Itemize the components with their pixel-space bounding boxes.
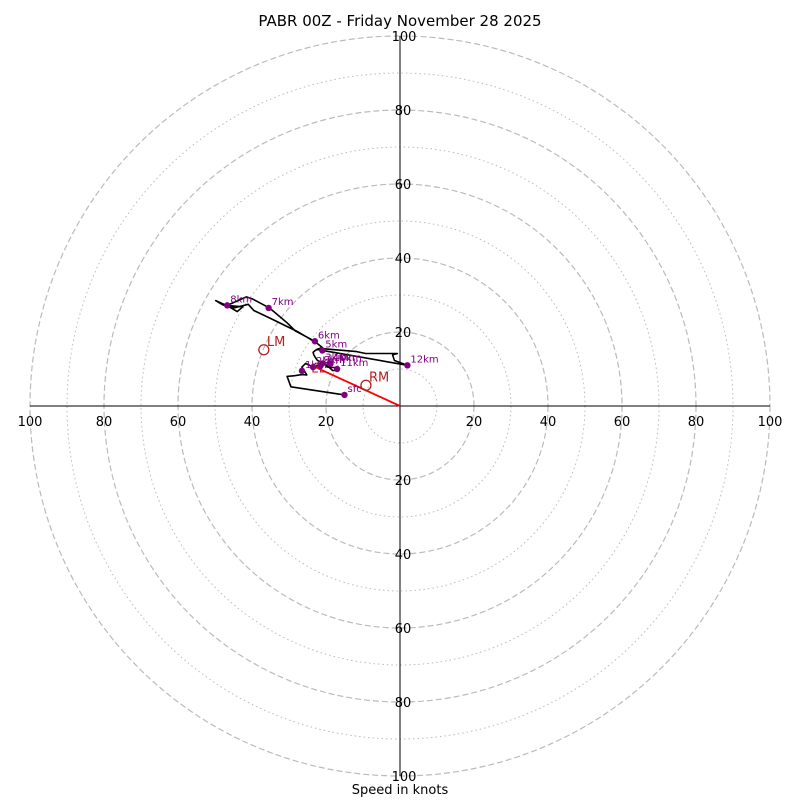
height-label-5km: 5km: [325, 340, 347, 351]
height-marker-5km: [319, 347, 326, 354]
x-tick-label: 80: [688, 415, 705, 430]
y-tick-label: 100: [392, 770, 417, 785]
height-label-sfc: sfc: [348, 384, 362, 395]
shear-vector-layer: [312, 365, 401, 407]
x-tick-label: 20: [466, 415, 483, 430]
height-label-3km: 3km: [325, 352, 347, 363]
height-marker-6km: [311, 338, 319, 345]
height-marker-12km: [404, 362, 411, 369]
y-tick-label: 100: [392, 30, 417, 45]
height-marker-11km: [333, 365, 341, 373]
storm-motion-marker-rm: [360, 379, 372, 391]
height-label-8km: 8km: [230, 294, 252, 305]
bulk-shear-vector: [312, 365, 401, 407]
height-label-12km: 12km: [410, 354, 438, 365]
y-tick-label: 40: [395, 252, 412, 267]
y-tick-label: 40: [395, 548, 412, 563]
y-tick-label: 20: [395, 474, 412, 489]
x-tick-label: 40: [540, 415, 557, 430]
height-label-10km: 10km: [333, 353, 361, 364]
storm-motion-marker-lm: [258, 344, 270, 356]
height-label-2km: 2km: [316, 356, 338, 367]
height-label-4km: 4km: [333, 352, 355, 363]
height-label-11km: 11km: [340, 358, 368, 369]
height-marker-7km: [265, 304, 272, 312]
tick-labels: 100 80 60 40 20 20 40 60 80 100 100 80 60 40 20 20 40 60 8…: [18, 30, 783, 785]
chart-title: PABR 00Z - Friday November 28 2025: [258, 12, 542, 30]
height-marker-sfc: [341, 391, 348, 399]
height-marker-8km: [224, 302, 231, 309]
x-tick-label: 20: [318, 415, 335, 430]
storm-motion-label-lm: LM: [267, 335, 285, 350]
x-tick-label: 100: [18, 415, 43, 430]
height-marker-2km: [309, 363, 317, 371]
y-tick-label: 80: [395, 104, 412, 119]
height-marker-1km: [298, 367, 306, 375]
x-tick-label: 100: [758, 415, 783, 430]
y-tick-label: 60: [395, 622, 412, 637]
x-tick-label: 40: [244, 415, 261, 430]
height-label-6km: 6km: [318, 330, 340, 341]
storm-motion-label-rm: RM: [369, 370, 389, 385]
height-label-9km: 9km: [323, 355, 345, 366]
y-tick-label: 20: [395, 326, 412, 341]
x-tick-label: 80: [96, 415, 113, 430]
height-marker-9km: [317, 362, 324, 370]
height-label-1km: 1km: [305, 360, 327, 371]
x-axis-label: Speed in knots: [351, 783, 449, 798]
height-marker-10km: [327, 360, 334, 368]
x-tick-label: 60: [614, 415, 631, 430]
y-tick-label: 80: [395, 696, 412, 711]
y-tick-label: 60: [395, 178, 412, 193]
x-tick-label: 60: [170, 415, 187, 430]
height-label-7km: 7km: [272, 297, 294, 308]
